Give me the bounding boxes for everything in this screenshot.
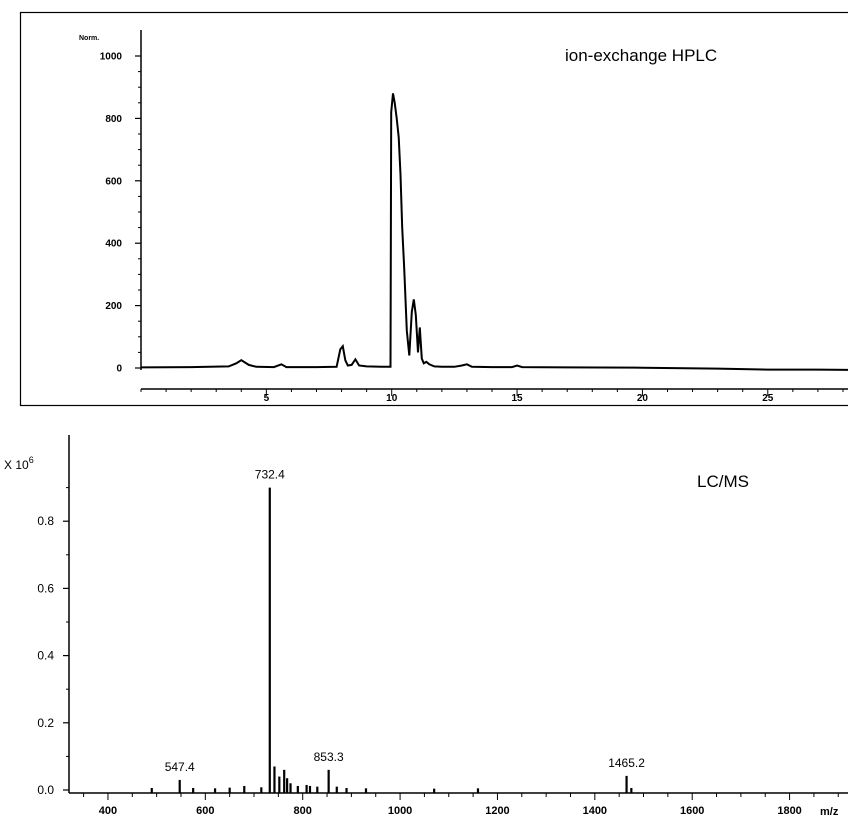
hplc-y-tick-label: 600 [105, 176, 122, 187]
hplc-x-tick-label: 25 [762, 393, 774, 404]
lcms-peak-label: 732.4 [255, 468, 285, 482]
hplc-y-tick-label: 200 [105, 301, 122, 312]
lcms-peak-label: 547.4 [165, 760, 195, 774]
hplc-y-tick-label: 0 [116, 364, 122, 375]
lcms-x-tick-label: 600 [196, 805, 214, 817]
hplc-title: ion-exchange HPLC [565, 46, 717, 65]
lcms-y-tick-label: 0.4 [37, 649, 54, 663]
hplc-chart: ion-exchange HPLC Norm. 0 200 400 600 800 100… [79, 30, 848, 404]
lcms-xlabel: m/z [820, 806, 839, 818]
lcms-x-tick-label: 1400 [583, 805, 607, 817]
lcms-y-tick-label: 0.8 [37, 514, 54, 528]
lcms-y-tick-label: 0.0 [37, 783, 54, 797]
lcms-x-tick-label: 400 [99, 805, 117, 817]
lcms-peak-label: 1465.2 [608, 756, 645, 770]
lcms-peak-label: 853.3 [314, 750, 344, 764]
lcms-x-tick-label: 800 [294, 805, 312, 817]
hplc-y-tick-label: 800 [105, 114, 122, 125]
hplc-x-tick-label: 5 [264, 393, 270, 404]
hplc-x-tick-label: 20 [637, 393, 649, 404]
hplc-ylabel: Norm. [79, 35, 99, 42]
lcms-y-tick-label: 0.2 [37, 716, 54, 730]
lcms-chart: LC/MS X 106 m/z 0.0 0.2 0.4 0.6 0.8 400 600 80… [4, 435, 848, 818]
hplc-panel-frame [19, 11, 848, 407]
lcms-y-tick-label: 0.6 [37, 581, 54, 595]
lcms-title: LC/MS [697, 472, 749, 491]
lcms-ylabel: X 106 [4, 455, 34, 472]
lcms-x-tick-label: 1800 [777, 805, 801, 817]
hplc-x-tick-label: 10 [386, 393, 398, 404]
lcms-x-tick-label: 1200 [485, 805, 509, 817]
lcms-x-tick-label: 1000 [388, 805, 412, 817]
hplc-trace [140, 93, 848, 371]
hplc-y-tick-label: 400 [105, 239, 122, 250]
hplc-y-tick-label: 1000 [100, 52, 123, 63]
hplc-x-tick-label: 15 [512, 393, 524, 404]
lcms-x-tick-label: 1600 [680, 805, 704, 817]
